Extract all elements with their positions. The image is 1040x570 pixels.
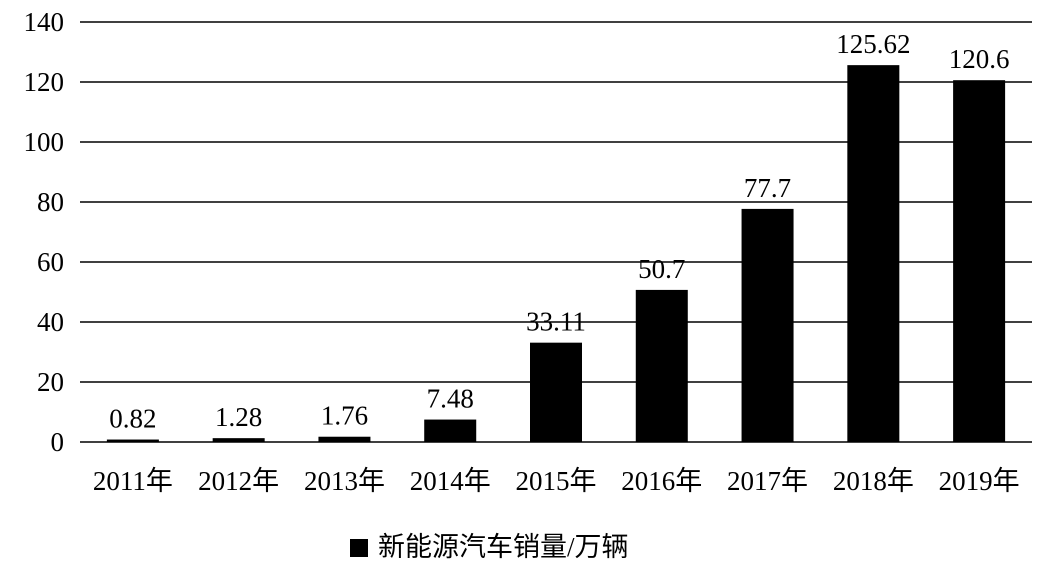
data-label: 77.7 [744,173,791,203]
bars [106,65,1006,442]
data-label: 125.62 [836,29,910,59]
x-tick-label: 2012年 [198,466,279,496]
legend: 新能源汽车销量/万辆 [350,532,629,562]
bar [953,80,1006,442]
bar [530,342,582,442]
data-labels: 0.82 1.28 1.76 7.48 33.11 50.7 77.7 125.62 120.6 [109,29,1009,433]
x-tick-label: 2014年 [410,466,491,496]
bar [212,438,265,442]
data-label: 1.76 [321,401,368,431]
y-tick-label: 0 [51,427,65,457]
bar [635,289,688,442]
data-label: 1.28 [215,402,262,432]
x-tick-label: 2016年 [621,466,702,496]
bar [847,65,900,442]
x-tick-label: 2019年 [939,466,1020,496]
legend-swatch [350,539,368,557]
y-tick-label: 20 [37,367,64,397]
y-tick-label: 120 [24,67,65,97]
data-label: 33.11 [526,307,586,337]
bar [741,208,794,442]
x-tick-label: 2018年 [833,466,914,496]
bar [318,436,371,442]
legend-label: 新能源汽车销量/万辆 [378,532,629,562]
bar [106,439,159,442]
y-tick-label: 100 [24,127,65,157]
x-axis-ticks: 2011年 2012年 2013年 2014年 2015年 2016年 2017年 2018年… [93,466,1020,496]
bar [424,419,477,442]
gridlines [80,21,1032,443]
y-axis-ticks: 0 20 40 60 80 100 120 140 [24,7,65,457]
y-tick-label: 80 [37,187,64,217]
y-tick-label: 40 [37,307,64,337]
data-label: 0.82 [109,404,156,434]
x-tick-label: 2011年 [93,466,173,496]
data-label: 120.6 [949,44,1010,74]
x-tick-label: 2013年 [304,466,385,496]
data-label: 50.7 [638,254,685,284]
y-tick-label: 140 [24,7,65,37]
y-tick-label: 60 [37,247,64,277]
x-tick-label: 2015年 [516,466,597,496]
x-tick-label: 2017年 [727,466,808,496]
data-label: 7.48 [427,384,474,414]
